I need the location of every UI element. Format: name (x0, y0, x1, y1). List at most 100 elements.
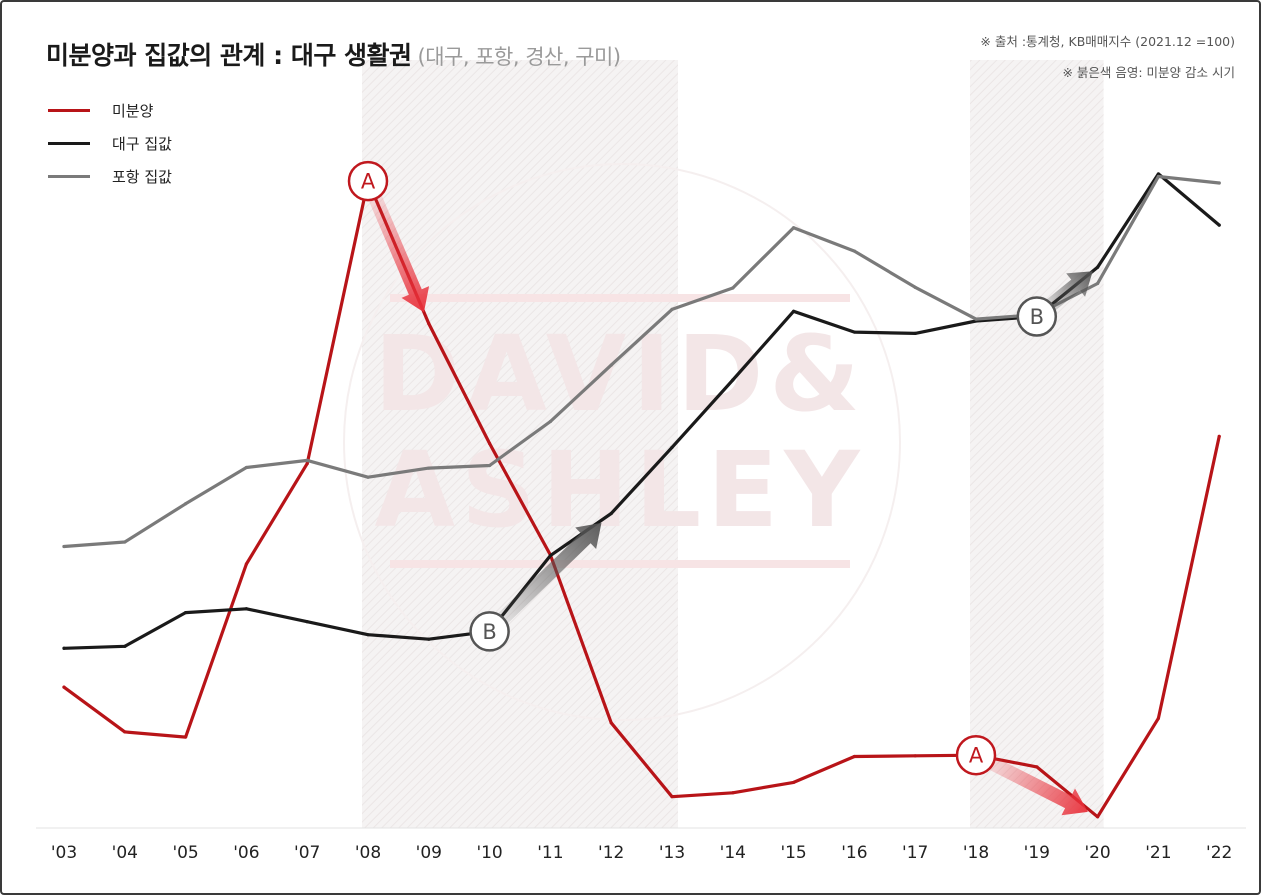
annotation-label: A (361, 170, 376, 194)
trend-arrow-a (978, 751, 1088, 816)
data-point-daegu (792, 309, 796, 313)
annotation-marker-b: B (469, 611, 510, 652)
data-point-unsold (1217, 434, 1221, 438)
data-point-pohang (366, 475, 370, 479)
data-point-daegu (670, 445, 674, 449)
x-tick-label: '13 (659, 843, 685, 863)
data-point-unsold (913, 754, 917, 758)
x-tick-label: '16 (841, 843, 867, 863)
data-point-unsold (609, 721, 613, 725)
data-point-unsold (731, 791, 735, 795)
data-point-pohang (62, 544, 66, 549)
data-point-unsold (123, 730, 127, 734)
data-point-daegu (427, 637, 431, 641)
x-tick-label: '07 (294, 843, 320, 863)
legend-item-pohang: 포항 집값 (48, 160, 172, 193)
data-point-pohang (184, 502, 188, 506)
data-point-unsold (1096, 815, 1100, 819)
trend-arrow-a (363, 183, 430, 313)
data-point-pohang (488, 463, 492, 468)
data-point-pohang (548, 419, 553, 424)
data-point-daegu (609, 511, 613, 516)
annotation-marker-a: A (347, 160, 389, 202)
x-tick-label: '20 (1084, 843, 1110, 863)
data-point-unsold (1156, 716, 1160, 720)
data-point-daegu (852, 330, 857, 334)
legend-swatch-pohang (48, 175, 90, 178)
data-point-pohang (731, 286, 735, 290)
legend-label-pohang: 포항 집값 (112, 168, 172, 186)
annotation-label: B (1030, 305, 1044, 329)
data-point-daegu (62, 646, 66, 650)
x-tick-label: '18 (963, 843, 989, 863)
data-point-unsold (1035, 765, 1039, 769)
data-point-daegu (913, 331, 917, 335)
data-point-unsold (670, 795, 674, 799)
source-note: ※ 출처 :통계청, KB매매지수 (2021.12 =100) (980, 34, 1235, 49)
trend-arrow-b (489, 522, 602, 633)
data-point-daegu (184, 611, 188, 615)
x-tick-label: '17 (902, 843, 928, 863)
x-tick-label: '11 (537, 843, 563, 863)
data-point-daegu (731, 378, 735, 382)
x-tick-label: '03 (51, 843, 77, 863)
data-point-daegu (1156, 172, 1160, 176)
x-tick-label: '12 (598, 843, 624, 863)
data-point-unsold (244, 562, 248, 566)
data-point-unsold (488, 441, 492, 446)
data-point-pohang (852, 249, 857, 253)
data-point-daegu (1217, 223, 1221, 227)
chart-subtitle: (대구, 포항, 경산, 구미) (417, 45, 622, 69)
x-tick-label: '22 (1206, 843, 1232, 863)
legend-item-unsold: 미분양 (48, 94, 172, 127)
data-point-unsold (792, 780, 796, 785)
legend-item-daegu: 대구 집값 (48, 127, 172, 160)
data-point-pohang (974, 317, 978, 321)
watermark-line1: DAVID& (374, 313, 866, 435)
data-point-pohang (670, 307, 674, 311)
x-axis-ticks: '03 '04 '05 '06 '07 '08 '09 '10 '11 '12 '13 '14 '15 '… (51, 843, 1233, 863)
data-point-daegu (244, 607, 248, 611)
x-tick-label: '19 (1024, 843, 1050, 863)
data-point-daegu (1096, 265, 1100, 269)
legend-label-unsold: 미분양 (112, 102, 154, 120)
legend-swatch-daegu (48, 142, 90, 145)
data-point-pohang (1217, 181, 1221, 185)
data-point-unsold (184, 735, 188, 739)
chart-title-main: 미분양과 집값의 관계 : 대구 생활권 (46, 41, 412, 70)
data-point-pohang (913, 285, 917, 289)
x-tick-label: '14 (720, 843, 746, 863)
data-point-pohang (1096, 281, 1100, 286)
data-point-daegu (123, 644, 127, 648)
x-tick-label: '05 (172, 843, 198, 863)
annotation-label: B (482, 620, 496, 644)
x-tick-label: '10 (476, 843, 502, 863)
x-tick-label: '06 (233, 843, 259, 863)
data-point-pohang (1156, 174, 1160, 179)
chart-title: 미분양과 집값의 관계 : 대구 생활권 (대구, 포항, 경산, 구미) (46, 36, 621, 72)
data-point-unsold (427, 322, 431, 326)
data-point-pohang (427, 466, 431, 470)
data-point-daegu (548, 554, 553, 558)
x-tick-label: '04 (112, 843, 138, 863)
data-point-daegu (366, 633, 370, 637)
legend-swatch-unsold (48, 109, 90, 112)
data-point-unsold (852, 754, 857, 759)
annotation-marker-a: A (955, 734, 997, 776)
data-point-unsold (305, 462, 309, 466)
x-tick-label: '15 (780, 843, 806, 863)
shading-note: ※ 붉은색 음영: 미분양 감소 시기 (1062, 65, 1235, 80)
data-point-pohang (123, 540, 127, 544)
x-tick-label: '09 (416, 843, 442, 863)
data-point-unsold (62, 685, 66, 689)
shaded-period-1 (970, 60, 1104, 828)
watermark-line2: ASHLEY (374, 429, 865, 551)
annotation-marker-b: B (1016, 296, 1058, 337)
data-point-daegu (305, 620, 309, 624)
legend-label-daegu: 대구 집값 (112, 135, 172, 153)
legend: 미분양 대구 집값 포항 집값 (48, 94, 172, 193)
annotation-markers: A A B B (347, 160, 1058, 776)
x-tick-label: '21 (1145, 843, 1171, 863)
